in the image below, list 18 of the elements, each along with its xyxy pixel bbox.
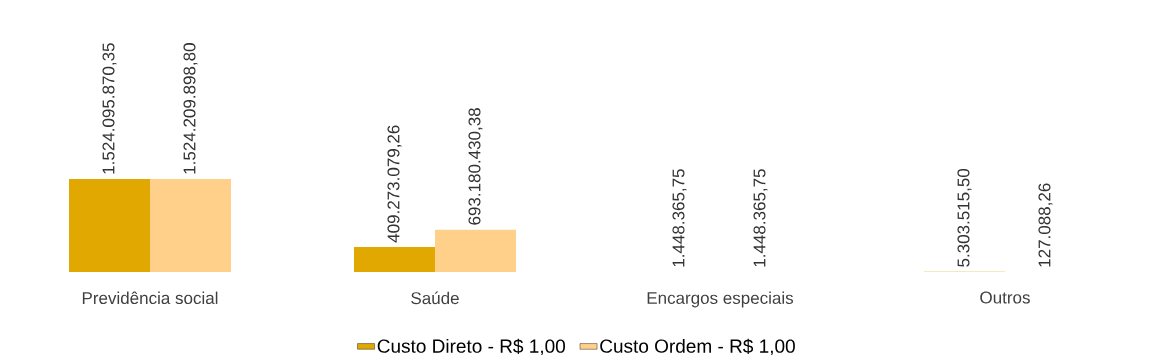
x-tick-label: Previdência social [82, 291, 218, 305]
legend-label: Custo Ordem - R$ 1,00 [600, 338, 795, 356]
bar [69, 179, 150, 272]
bar [353, 247, 435, 272]
data-label: 1.524.095.870,35 [102, 43, 117, 174]
data-label: 1.448.365,75 [672, 169, 687, 267]
legend-label: Custo Direto - R$ 1,00 [377, 338, 566, 356]
bar [434, 229, 516, 272]
data-label: 5.303.515,50 [957, 168, 972, 267]
bar [150, 179, 231, 272]
x-tick-label: Saúde [411, 291, 459, 305]
data-label: 1.448.365,75 [753, 169, 768, 267]
data-label: 1.524.209.898,80 [183, 43, 198, 174]
data-label: 693.180.430,38 [468, 108, 483, 225]
data-label: 409.273.079,26 [387, 125, 402, 243]
data-label: 127.088,26 [1038, 183, 1053, 267]
x-tick-label: Outros [980, 291, 1030, 304]
x-tick-label: Encargos especiais [647, 291, 794, 308]
